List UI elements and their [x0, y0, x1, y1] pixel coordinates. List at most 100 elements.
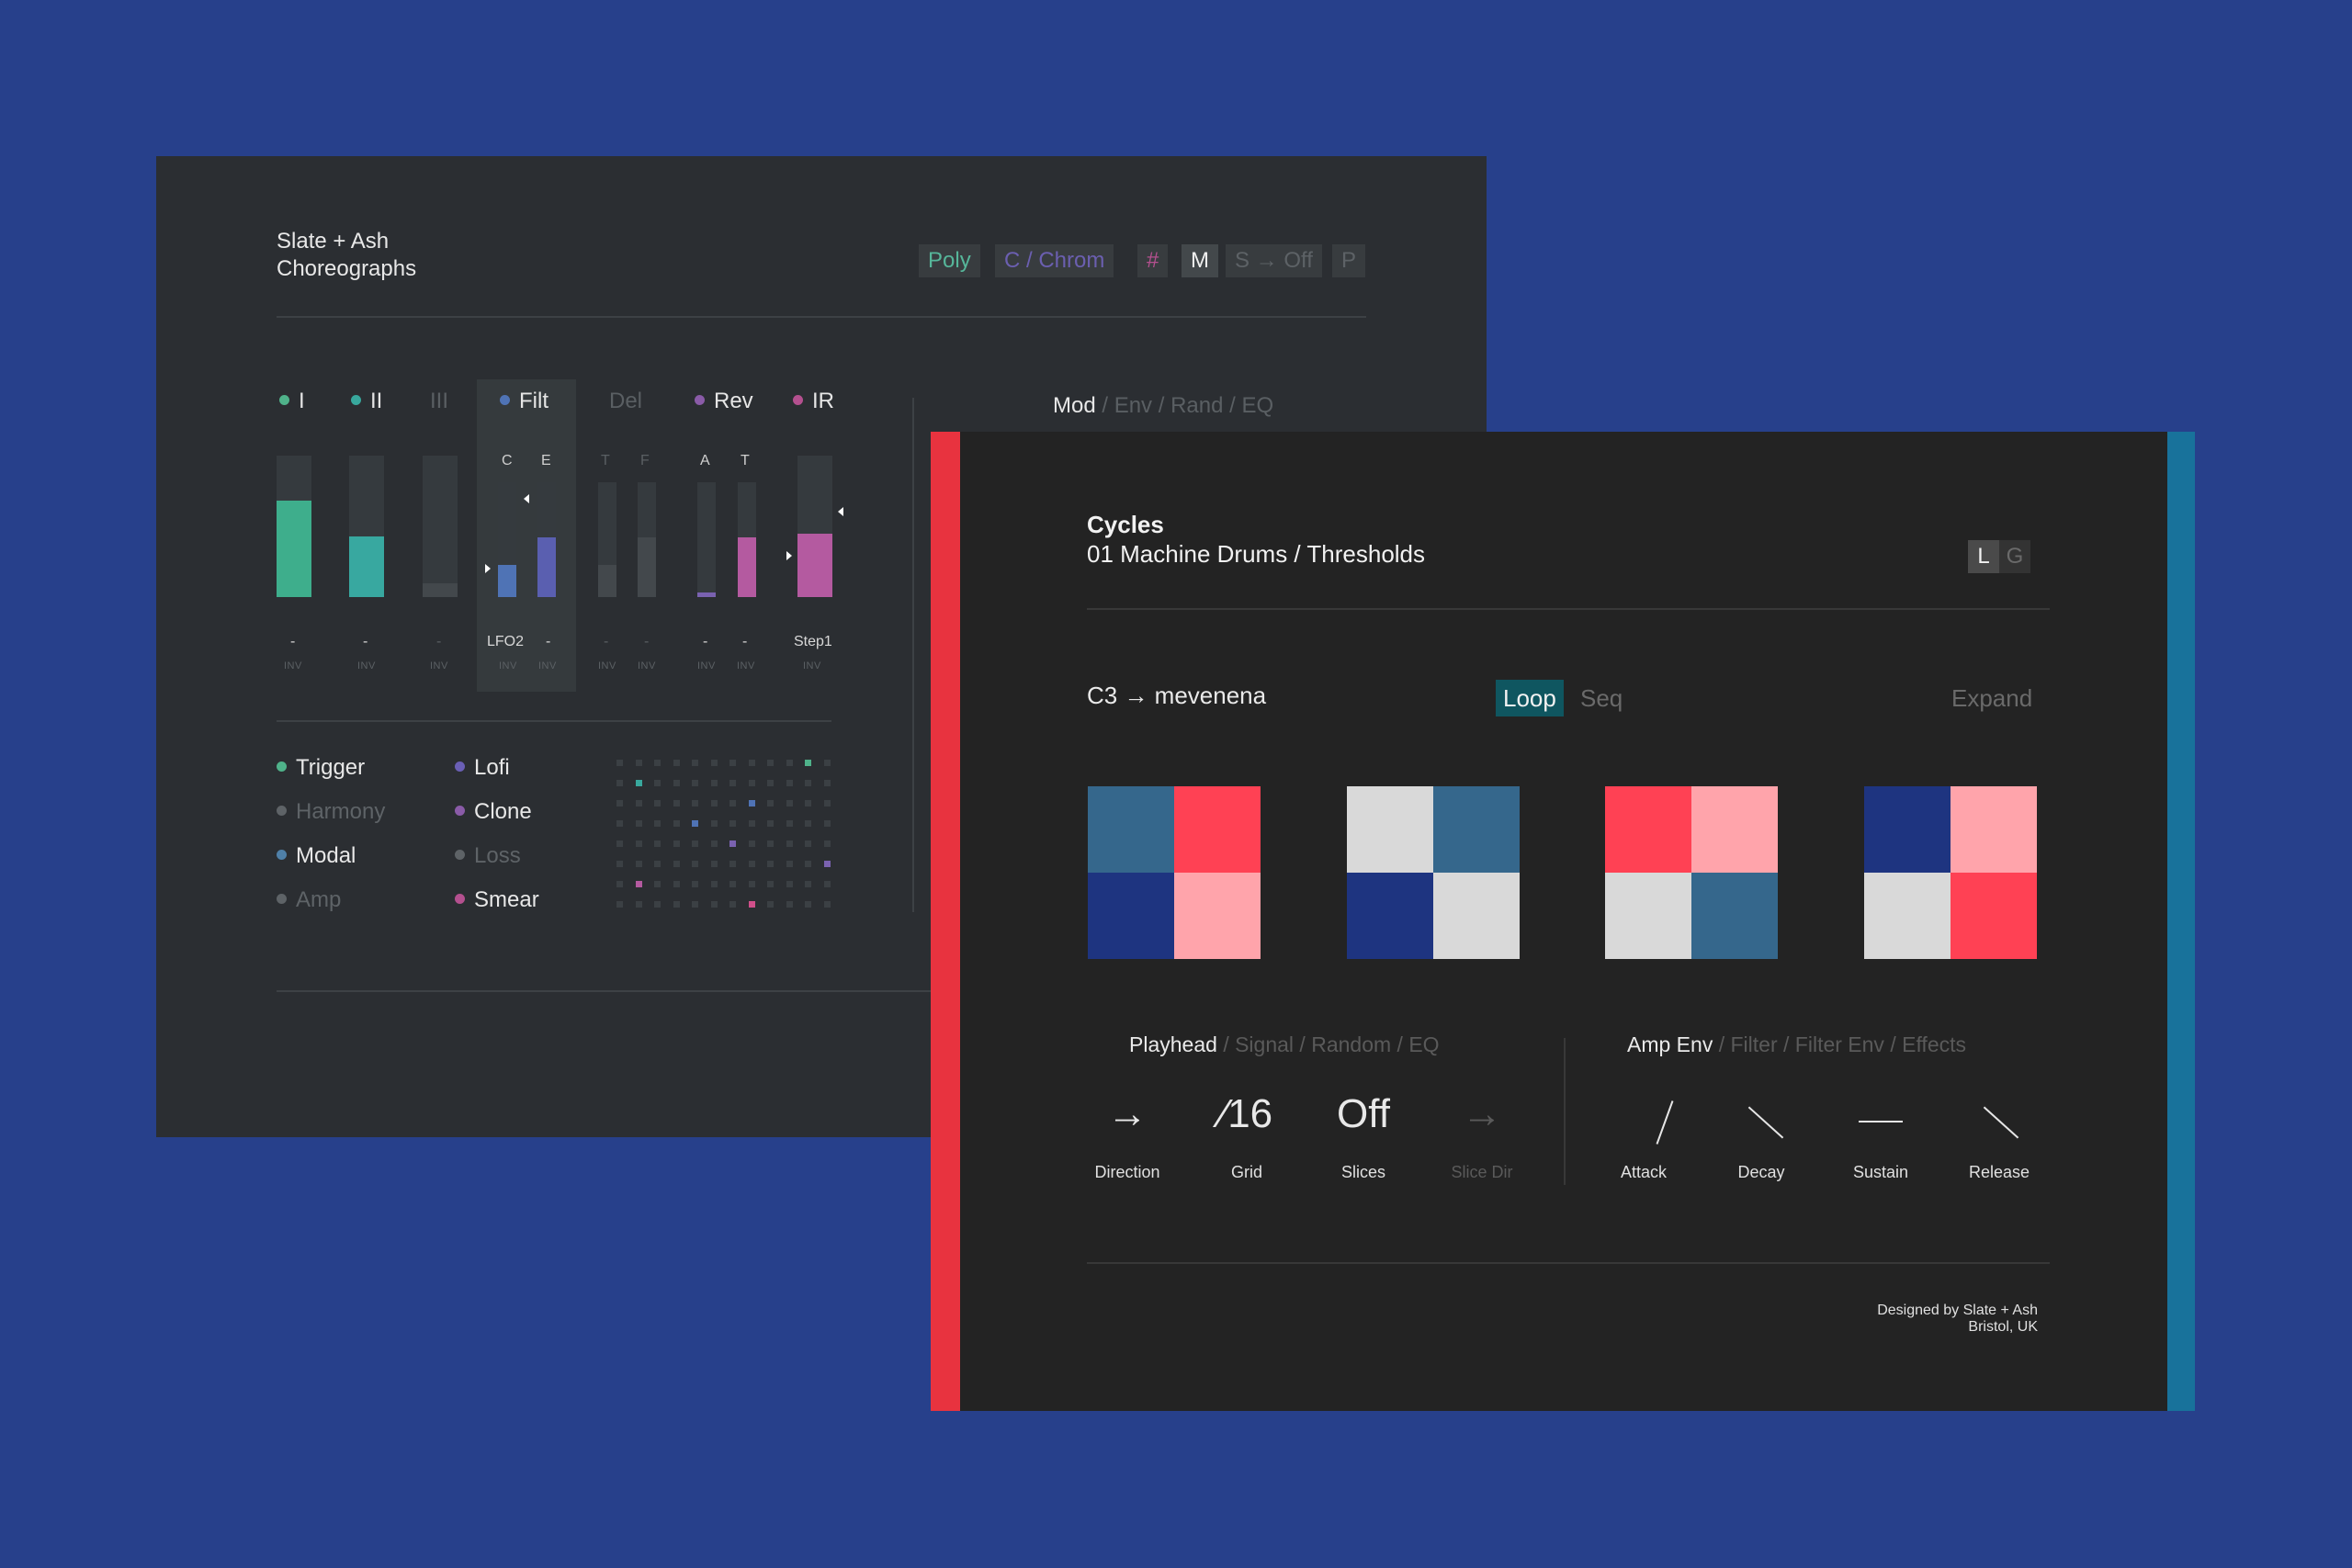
matrix-cell[interactable]	[823, 820, 831, 827]
matrix-cell[interactable]	[767, 760, 774, 766]
tab-effects[interactable]: Effects	[1902, 1032, 1966, 1056]
matrix-cell[interactable]	[823, 861, 831, 867]
pattern-tile-1[interactable]	[1088, 786, 1261, 959]
channel-i-tab[interactable]: I	[279, 388, 305, 415]
sharp-chip[interactable]: #	[1137, 244, 1169, 277]
matrix-cell[interactable]	[616, 861, 623, 867]
matrix-cell[interactable]	[692, 881, 698, 887]
channel-i-fader[interactable]	[277, 456, 311, 597]
matrix-cell[interactable]	[729, 820, 736, 827]
legend-harmony[interactable]: Harmony	[277, 798, 385, 826]
rev-t-fader[interactable]	[738, 482, 756, 597]
tab-filter-env[interactable]: Filter Env	[1794, 1032, 1884, 1056]
matrix-cell[interactable]	[786, 881, 793, 887]
matrix-cell[interactable]	[767, 901, 774, 908]
matrix-cell[interactable]	[673, 840, 680, 847]
slices-value[interactable]: Off	[1337, 1091, 1390, 1136]
flat-line-icon[interactable]	[1859, 1121, 1903, 1122]
matrix-cell[interactable]	[729, 760, 736, 766]
fall-line-icon[interactable]	[1983, 1106, 2019, 1139]
s-off-chip[interactable]: S → Off	[1226, 244, 1322, 277]
inv-toggle[interactable]: INV	[697, 660, 716, 671]
filt-tab[interactable]: Filt	[500, 388, 548, 415]
del-tab[interactable]: Del	[609, 389, 643, 413]
inv-toggle[interactable]: INV	[430, 660, 448, 671]
legend-clone[interactable]: Clone	[455, 798, 532, 826]
matrix-cell[interactable]	[692, 901, 698, 908]
matrix-cell[interactable]	[767, 800, 774, 807]
tab-env[interactable]: Env	[1114, 393, 1153, 418]
filt-e-fader[interactable]	[537, 482, 556, 597]
matrix-cell[interactable]	[786, 760, 793, 766]
pattern-tile-2[interactable]	[1347, 786, 1520, 959]
scale-chip[interactable]: C / Chrom	[995, 244, 1114, 277]
loop-tab[interactable]: Loop	[1496, 680, 1564, 716]
ir-tab[interactable]: IR	[793, 388, 834, 415]
matrix-cell[interactable]	[748, 820, 755, 827]
tab-playhead[interactable]: Playhead	[1129, 1032, 1217, 1056]
matrix-cell[interactable]	[654, 861, 661, 867]
matrix-cell[interactable]	[654, 820, 661, 827]
tab-filter[interactable]: Filter	[1730, 1032, 1778, 1056]
pattern-tile-4[interactable]	[1864, 786, 2037, 959]
tab-eq[interactable]: EQ	[1408, 1032, 1440, 1056]
matrix-cell[interactable]	[748, 840, 755, 847]
matrix-cell[interactable]	[786, 800, 793, 807]
matrix-cell[interactable]	[710, 800, 718, 807]
matrix-cell[interactable]	[673, 861, 680, 867]
tab-mod[interactable]: Mod	[1053, 393, 1096, 418]
matrix-cell[interactable]	[729, 780, 736, 786]
matrix-cell[interactable]	[748, 901, 755, 908]
matrix-cell[interactable]	[635, 800, 642, 807]
note-mapping[interactable]: C3 → mevenena	[1087, 682, 1267, 709]
matrix-cell[interactable]	[673, 760, 680, 766]
del-f-fader[interactable]	[638, 482, 656, 597]
matrix-cell[interactable]	[786, 901, 793, 908]
matrix-cell[interactable]	[616, 881, 623, 887]
matrix-cell[interactable]	[805, 820, 811, 827]
matrix-cell[interactable]	[748, 861, 755, 867]
matrix-cell[interactable]	[635, 881, 642, 887]
legend-lofi[interactable]: Lofi	[455, 754, 510, 782]
ir-fader[interactable]	[797, 456, 832, 597]
matrix-cell[interactable]	[673, 800, 680, 807]
channel-iii-fader[interactable]	[423, 456, 458, 597]
channel-ii-tab[interactable]: II	[351, 388, 382, 415]
matrix-cell[interactable]	[729, 800, 736, 807]
matrix-cell[interactable]	[805, 780, 811, 786]
matrix-cell[interactable]	[748, 881, 755, 887]
matrix-cell[interactable]	[767, 820, 774, 827]
tab-eq[interactable]: EQ	[1241, 393, 1274, 418]
matrix-cell[interactable]	[692, 780, 698, 786]
matrix-cell[interactable]	[823, 780, 831, 786]
matrix-cell[interactable]	[729, 861, 736, 867]
matrix-cell[interactable]	[729, 840, 736, 847]
matrix-cell[interactable]	[710, 840, 718, 847]
legend-trigger[interactable]: Trigger	[277, 754, 365, 782]
tab-rand[interactable]: Rand	[1170, 393, 1224, 418]
matrix-cell[interactable]	[692, 820, 698, 827]
matrix-cell[interactable]	[673, 780, 680, 786]
matrix-cell[interactable]	[786, 820, 793, 827]
matrix-cell[interactable]	[616, 901, 623, 908]
matrix-cell[interactable]	[673, 901, 680, 908]
matrix-cell[interactable]	[673, 820, 680, 827]
inv-toggle[interactable]: INV	[803, 660, 821, 671]
matrix-cell[interactable]	[616, 820, 623, 827]
matrix-cell[interactable]	[616, 800, 623, 807]
matrix-cell[interactable]	[635, 820, 642, 827]
inv-toggle[interactable]: INV	[499, 660, 517, 671]
matrix-cell[interactable]	[635, 780, 642, 786]
seq-tab[interactable]: Seq	[1580, 684, 1623, 712]
pattern-matrix[interactable]	[616, 760, 837, 908]
matrix-cell[interactable]	[786, 840, 793, 847]
matrix-cell[interactable]	[710, 901, 718, 908]
matrix-cell[interactable]	[616, 760, 623, 766]
tab-random[interactable]: Random	[1311, 1032, 1392, 1056]
matrix-cell[interactable]	[692, 861, 698, 867]
matrix-cell[interactable]	[654, 840, 661, 847]
legend-smear[interactable]: Smear	[455, 886, 539, 914]
matrix-cell[interactable]	[635, 901, 642, 908]
matrix-cell[interactable]	[805, 840, 811, 847]
matrix-cell[interactable]	[805, 861, 811, 867]
